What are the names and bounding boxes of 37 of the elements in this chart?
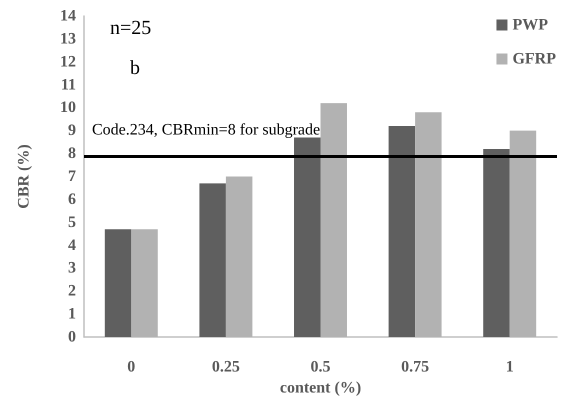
x-axis-title: content (%) bbox=[280, 379, 362, 396]
bar bbox=[104, 229, 132, 337]
x-tick-label: 0.5 bbox=[310, 358, 330, 376]
y-tick-label: 14 bbox=[60, 8, 76, 24]
y-tick-label: 0 bbox=[68, 328, 76, 346]
y-tick-label: 12 bbox=[60, 53, 76, 70]
legend-label: GFRP bbox=[512, 50, 556, 68]
y-tick-label: 9 bbox=[68, 122, 76, 140]
y-tick-label: 11 bbox=[60, 76, 76, 94]
bar bbox=[510, 130, 536, 337]
y-tick-label: 4 bbox=[68, 236, 76, 254]
y-tick-label: 6 bbox=[68, 190, 76, 208]
annotation: b bbox=[130, 57, 140, 79]
ref-line-label: Code.234, CBRmin=8 for subgrade bbox=[92, 121, 320, 138]
bar bbox=[226, 176, 252, 337]
y-tick-label: 5 bbox=[68, 214, 76, 231]
x-tick-label: 0.75 bbox=[401, 358, 430, 376]
y-tick-label: 7 bbox=[68, 168, 76, 185]
annotation: n=25 bbox=[110, 17, 152, 39]
x-tick-label: 1 bbox=[506, 358, 514, 376]
bar bbox=[320, 103, 347, 337]
y-tick-label: 3 bbox=[68, 260, 76, 277]
bar bbox=[294, 138, 320, 337]
bar bbox=[199, 183, 226, 337]
bar bbox=[131, 229, 158, 337]
y-tick-label: 8 bbox=[68, 145, 76, 162]
y-axis-title: CBR (%) bbox=[16, 144, 32, 209]
bar bbox=[388, 126, 416, 337]
legend-label: PWP bbox=[512, 16, 548, 34]
bar bbox=[415, 112, 442, 337]
bar bbox=[483, 148, 510, 337]
x-tick-label: 0.25 bbox=[212, 358, 240, 376]
y-tick-label: 2 bbox=[68, 282, 76, 300]
x-tick-label: 0 bbox=[127, 358, 136, 376]
y-tick-label: 10 bbox=[60, 99, 76, 116]
y-tick-label: 1 bbox=[68, 306, 76, 323]
y-tick-label: 13 bbox=[60, 30, 76, 48]
